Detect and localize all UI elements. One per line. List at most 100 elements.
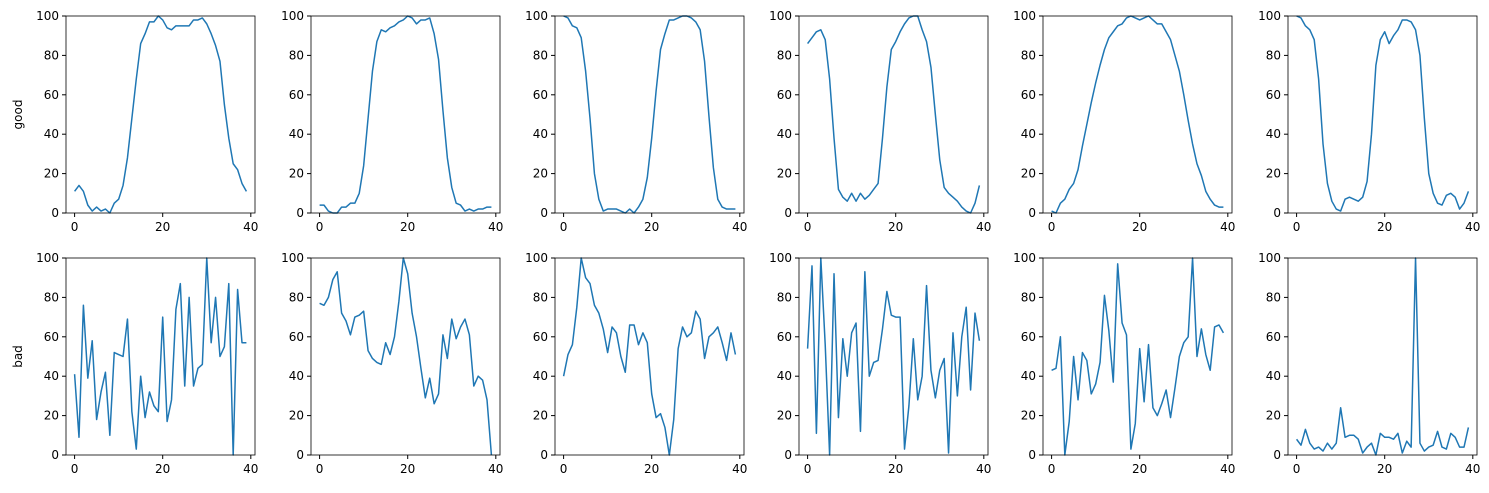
y-tick-label: 0 xyxy=(540,206,548,220)
axes-frame xyxy=(1287,257,1478,456)
y-tick-label: 100 xyxy=(281,9,304,23)
x-tick-label: 0 xyxy=(316,220,324,234)
y-tick-label: 20 xyxy=(1266,409,1281,423)
plot-area xyxy=(73,15,248,214)
x-tick-label: 40 xyxy=(976,462,991,476)
axes-frame xyxy=(798,15,989,214)
x-tick-label: 20 xyxy=(1132,462,1147,476)
y-tick-label: 40 xyxy=(533,127,548,141)
x-tick-label: 40 xyxy=(732,220,747,234)
y-tick-label: 0 xyxy=(1273,448,1281,462)
y-tick-label: 60 xyxy=(289,88,304,102)
x-tick-label: 20 xyxy=(888,220,903,234)
plot-area xyxy=(1296,15,1470,212)
y-tick-label: 20 xyxy=(777,167,792,181)
y-tick-label: 40 xyxy=(44,127,59,141)
y-tick-label: 60 xyxy=(44,330,59,344)
x-tick-label: 0 xyxy=(804,462,812,476)
y-tick-label: 100 xyxy=(525,9,548,23)
y-tick-label: 40 xyxy=(777,127,792,141)
x-tick-label: 0 xyxy=(1048,220,1056,234)
x-tick-label: 20 xyxy=(400,462,415,476)
axes-frame xyxy=(1287,15,1478,214)
subplot: 0 20 40 60 80 100 0 20 40 xyxy=(769,9,991,234)
data-line xyxy=(73,15,248,214)
y-tick-label: 80 xyxy=(1021,290,1036,304)
data-line xyxy=(563,15,736,214)
y-tick-label: 100 xyxy=(1258,251,1281,265)
x-tick-label: 20 xyxy=(644,462,659,476)
subplot: 0 20 40 60 80 100 0 20 40 xyxy=(1013,9,1235,234)
y-tick-label: 0 xyxy=(1028,206,1036,220)
y-tick-label: 20 xyxy=(44,167,59,181)
data-line xyxy=(1295,257,1470,456)
y-tick-label: 60 xyxy=(1021,88,1036,102)
y-tick-label: 60 xyxy=(1266,330,1281,344)
x-tick-label: 20 xyxy=(644,220,659,234)
subplot: 0 20 40 60 80 100 0 20 40 xyxy=(281,9,503,234)
x-tick-label: 40 xyxy=(488,462,503,476)
data-line xyxy=(1051,257,1225,456)
x-tick-label: 0 xyxy=(71,462,79,476)
plot-area xyxy=(563,15,736,214)
y-tick-label: 100 xyxy=(1013,9,1036,23)
subplot: 0 20 40 60 80 100 0 20 40 xyxy=(1258,251,1480,476)
y-tick-label: 40 xyxy=(777,369,792,383)
y-tick-label: 60 xyxy=(777,330,792,344)
y-tick-label: 40 xyxy=(289,369,304,383)
x-tick-label: 20 xyxy=(888,462,903,476)
y-tick-label: 0 xyxy=(296,448,304,462)
y-tick-label: 100 xyxy=(36,251,59,265)
data-line xyxy=(806,257,981,456)
y-tick-label: 20 xyxy=(1021,167,1036,181)
y-tick-label: 0 xyxy=(1028,448,1036,462)
x-tick-label: 0 xyxy=(1293,462,1301,476)
y-tick-label: 80 xyxy=(777,48,792,62)
plot-area xyxy=(806,15,981,214)
data-line xyxy=(806,15,981,214)
y-tick-label: 20 xyxy=(777,409,792,423)
subplot: 0 20 40 60 80 100 0 20 40 xyxy=(1258,9,1480,234)
y-tick-label: 80 xyxy=(533,48,548,62)
plot-area xyxy=(319,15,492,214)
y-axis-label: good xyxy=(11,100,25,130)
y-tick-label: 0 xyxy=(540,448,548,462)
data-line xyxy=(1296,15,1470,212)
axes-frame xyxy=(65,257,256,456)
y-tick-label: 60 xyxy=(533,330,548,344)
x-tick-label: 0 xyxy=(71,220,79,234)
x-tick-label: 40 xyxy=(243,462,258,476)
y-tick-label: 80 xyxy=(1021,48,1036,62)
y-axis-label: bad xyxy=(11,345,25,368)
y-tick-label: 0 xyxy=(784,206,792,220)
x-tick-label: 0 xyxy=(1048,462,1056,476)
plot-area xyxy=(73,257,247,456)
plot-area xyxy=(1295,257,1470,456)
x-tick-label: 40 xyxy=(1465,220,1480,234)
y-tick-label: 80 xyxy=(777,290,792,304)
x-tick-label: 0 xyxy=(560,220,568,234)
y-tick-label: 20 xyxy=(289,409,304,423)
x-tick-label: 0 xyxy=(316,462,324,476)
axes-frame xyxy=(65,15,256,214)
subplot: 0 20 40 60 80 100 0 20 40 xyxy=(525,251,747,476)
y-tick-label: 100 xyxy=(1013,251,1036,265)
y-tick-label: 20 xyxy=(533,409,548,423)
y-tick-label: 40 xyxy=(44,369,59,383)
subplot: 0 20 40 60 80 100 0 20 40 good xyxy=(11,9,258,234)
x-tick-label: 40 xyxy=(976,220,991,234)
y-tick-label: 80 xyxy=(289,290,304,304)
y-tick-label: 20 xyxy=(1266,167,1281,181)
y-tick-label: 100 xyxy=(281,251,304,265)
y-tick-label: 80 xyxy=(1266,290,1281,304)
y-tick-label: 100 xyxy=(769,9,792,23)
y-tick-label: 80 xyxy=(44,290,59,304)
axes-frame xyxy=(310,257,501,456)
plot-area xyxy=(319,257,493,456)
subplot: 0 20 40 60 80 100 0 20 40 xyxy=(525,9,747,234)
subplot: 0 20 40 60 80 100 0 20 40 xyxy=(769,251,991,476)
x-tick-label: 20 xyxy=(155,462,170,476)
plot-area xyxy=(1051,15,1224,214)
data-line xyxy=(1051,15,1224,214)
subplot: 0 20 40 60 80 100 0 20 40 xyxy=(281,251,503,476)
